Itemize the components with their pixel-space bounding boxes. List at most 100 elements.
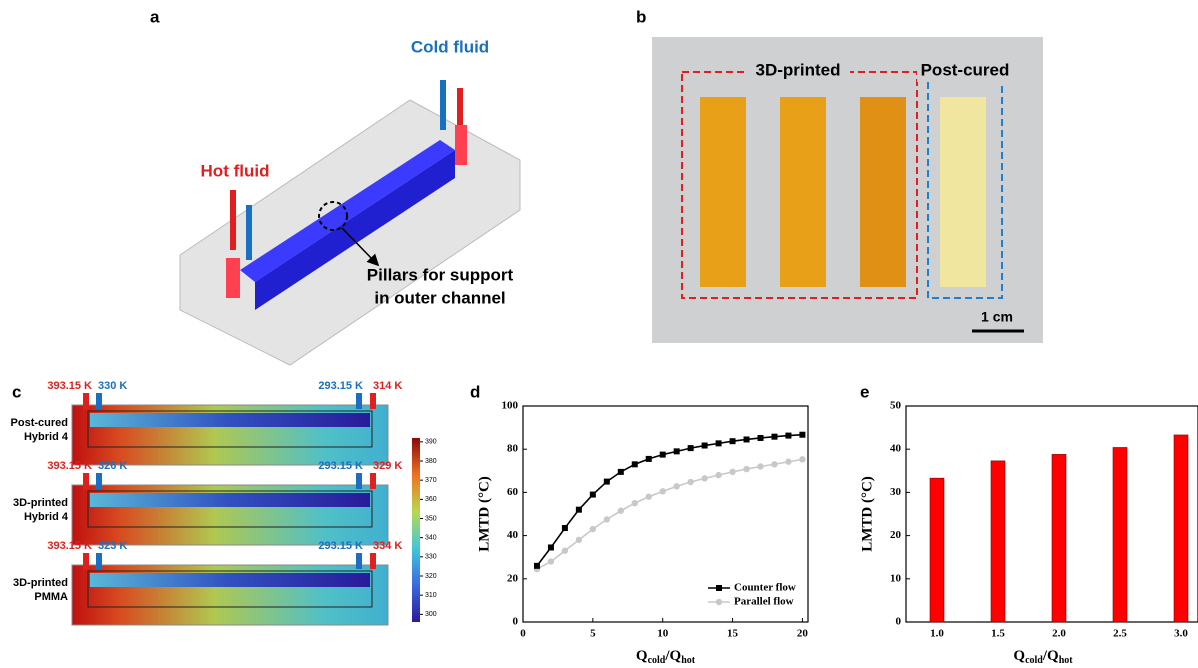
sample [860, 97, 906, 287]
panel-label: b [636, 7, 646, 26]
marker [561, 525, 568, 532]
marker [771, 461, 778, 468]
sample [780, 97, 826, 287]
temperature: 329 K [373, 460, 402, 472]
x-tick-label: 20 [797, 628, 809, 640]
arrow [370, 393, 376, 409]
marker [729, 438, 736, 445]
scale-label: 1 cm [981, 309, 1013, 325]
marker [617, 468, 624, 475]
y-axis-label: LMTD (°C) [859, 476, 875, 552]
marker [617, 507, 624, 514]
marker [547, 558, 555, 565]
marker [589, 491, 596, 498]
temperature: 393.15 K [47, 540, 92, 552]
group-box [681, 71, 918, 299]
colorbar [412, 438, 420, 622]
temperature: 334 K [373, 540, 402, 552]
row-label: 3D-printed [13, 577, 68, 589]
marker [645, 455, 652, 462]
channel-top [240, 140, 455, 282]
marker [701, 442, 708, 449]
marker [673, 483, 680, 490]
marker [785, 432, 792, 439]
marker [659, 451, 666, 458]
row-label: 3D-printed [13, 497, 68, 509]
marker [603, 516, 611, 523]
y-tick-label: 50 [890, 400, 902, 412]
label-bg [917, 60, 1012, 82]
marker [561, 547, 569, 554]
legend-label: Counter flow [734, 582, 796, 594]
x-tick-label: 10 [657, 628, 669, 640]
temperature: 330 K [98, 380, 127, 392]
arrow [96, 473, 102, 489]
x-tick-label: 1.0 [930, 628, 944, 640]
y-tick-label: 20 [507, 572, 519, 584]
panel-label: c [12, 382, 21, 401]
arrow [370, 473, 376, 489]
arrow [83, 553, 89, 569]
x-axis-label-part: /Q [1042, 648, 1059, 664]
x-axis-label-part: cold [1025, 655, 1043, 666]
x-axis-label-part: Q [1013, 648, 1025, 664]
y-tick-label: 10 [890, 572, 902, 584]
x-tick-label: 1.5 [991, 628, 1005, 640]
channel-side [255, 150, 455, 310]
row-label: Post-cured [11, 417, 68, 429]
temperature: 393.15 K [47, 460, 92, 472]
bar [1051, 454, 1067, 623]
label: Hot fluid [201, 161, 270, 180]
marker [799, 431, 806, 438]
x-tick-label: 3.0 [1174, 628, 1188, 640]
x-tick-label: 0 [520, 628, 526, 640]
marker [631, 500, 638, 507]
marker [673, 448, 680, 455]
label: in outer channel [374, 288, 505, 307]
colorbar-label: 320 [425, 573, 437, 580]
temperature: 293.15 K [318, 540, 363, 552]
marker [715, 440, 722, 447]
sim-channel [87, 410, 373, 448]
legend-marker [716, 585, 722, 591]
marker [687, 478, 694, 486]
legend-label: Parallel flow [734, 596, 794, 608]
temperature: 293.15 K [318, 460, 363, 472]
legend-marker [715, 598, 723, 606]
marker [771, 433, 778, 440]
row-label: Hybrid 4 [24, 511, 69, 523]
label: 3D-printed [756, 60, 841, 79]
marker [631, 461, 638, 468]
marker [589, 525, 597, 533]
sample [940, 97, 986, 287]
colorbar-label: 360 [425, 496, 437, 503]
y-tick-label: 20 [890, 529, 902, 541]
marker [757, 463, 764, 470]
arrow [96, 553, 102, 569]
x-axis-label-part: /Q [664, 648, 681, 664]
marker [575, 536, 583, 544]
temperature: 293.15 K [318, 380, 363, 392]
panel-a: a Cold fluid Hot fluid Pillars for suppo… [150, 7, 521, 366]
marker [575, 506, 582, 513]
marker [757, 434, 764, 441]
label-bg [745, 60, 850, 82]
sample [700, 97, 746, 287]
marker [659, 488, 666, 495]
marker [743, 465, 750, 473]
panel-label: e [860, 382, 869, 401]
marker [715, 471, 722, 479]
y-axis-label: LMTD (°C) [476, 476, 492, 552]
panel-b: b 3D-printed Post-cured 1 cm [636, 7, 1043, 343]
arrow [356, 473, 362, 489]
x-axis-label-part: cold [648, 655, 666, 666]
y-tick-label: 40 [890, 443, 902, 455]
x-tick-label: 2.0 [1052, 628, 1066, 640]
x-tick-label: 2.5 [1113, 628, 1127, 640]
marker [645, 493, 652, 500]
label: Post-cured [921, 60, 1010, 79]
marker [729, 468, 736, 476]
x-axis-label: Qcold/Qhot [636, 648, 696, 666]
y-tick-label: 40 [507, 529, 519, 541]
